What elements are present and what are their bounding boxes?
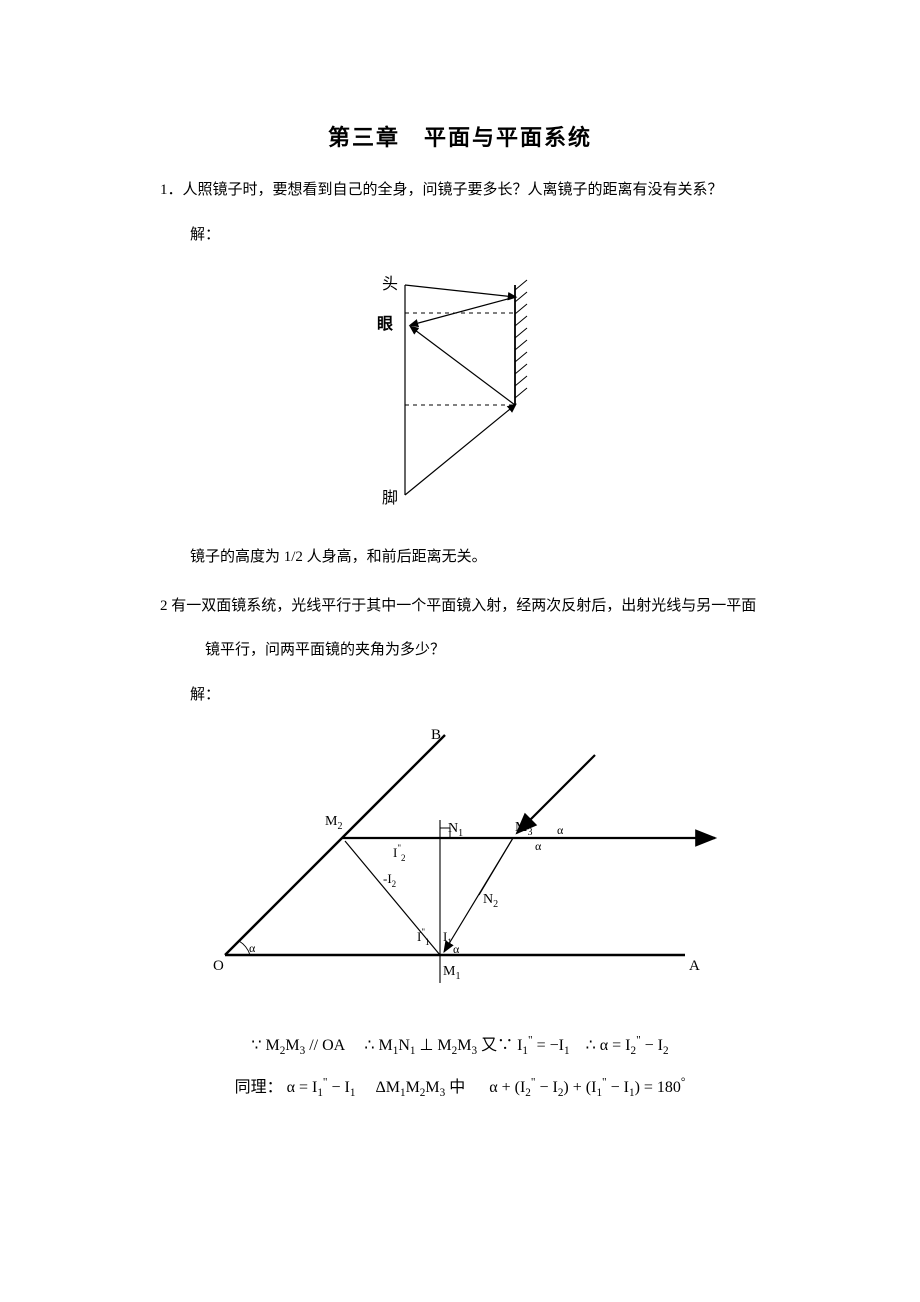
label-alpha-M3a: α [535,839,542,853]
label-alpha-M1: α [453,942,460,956]
math-derivation: ∵ M2M3 // OA ∴ M1N1 ⊥ M2M3 又∵ I1" = −I1 … [160,1025,760,1108]
label-M2: M2 [325,814,342,832]
label-N2: N2 [483,892,498,910]
label-I1: I1 [443,929,452,947]
label-foot: 脚 [382,489,398,507]
q2-line2: 镜平行，问两平面镜的夹角为多少？ [160,636,760,665]
geom-svg: O A B M1 M2 M3 N1 N2 I"2 -I2 I"1 I1 α α … [195,725,725,995]
mirror-svg: 头 眼 脚 [355,265,565,525]
label-alpha-M3b: α [557,823,564,837]
label-head: 头 [382,275,398,293]
label-I1p: I"1 [417,927,430,947]
q1-conclusion: 镜子的高度为 1/2 人身高，和前后距离无关。 [160,543,760,572]
label-O: O [213,958,224,974]
label-alpha-O: α [249,941,256,955]
label-M3: M3 [515,820,532,838]
q2-answer-label: 解： [160,681,760,710]
label-M1: M1 [443,964,460,982]
mirror-diagram: 头 眼 脚 [160,265,760,525]
page: 第三章 平面与平面系统 1．人照镜子时，要想看到自己的全身，问镜子要多长？人离镜… [0,0,920,1302]
q1-text: 1．人照镜子时，要想看到自己的全身，问镜子要多长？人离镜子的距离有没有关系？ [160,176,760,205]
geom-diagram: O A B M1 M2 M3 N1 N2 I"2 -I2 I"1 I1 α α … [160,725,760,995]
chapter-title: 第三章 平面与平面系统 [160,120,760,152]
label-I2p: I"2 [393,843,406,863]
math-line-1: ∵ M2M3 // OA ∴ M1N1 ⊥ M2M3 又∵ I1" = −I1 … [160,1025,760,1067]
math-line-2: 同理： α = I1" − I1 ΔM1M2M3 中 α + (I2" − I2… [160,1067,760,1109]
label-B: B [431,727,441,743]
label-A: A [689,958,700,974]
q2-line1: 2 有一双面镜系统，光线平行于其中一个平面镜入射，经两次反射后，出射光线与另一平… [160,592,760,621]
q1-answer-label: 解： [160,221,760,250]
label-mI2: -I2 [383,871,396,889]
label-eye: 眼 [377,315,393,333]
